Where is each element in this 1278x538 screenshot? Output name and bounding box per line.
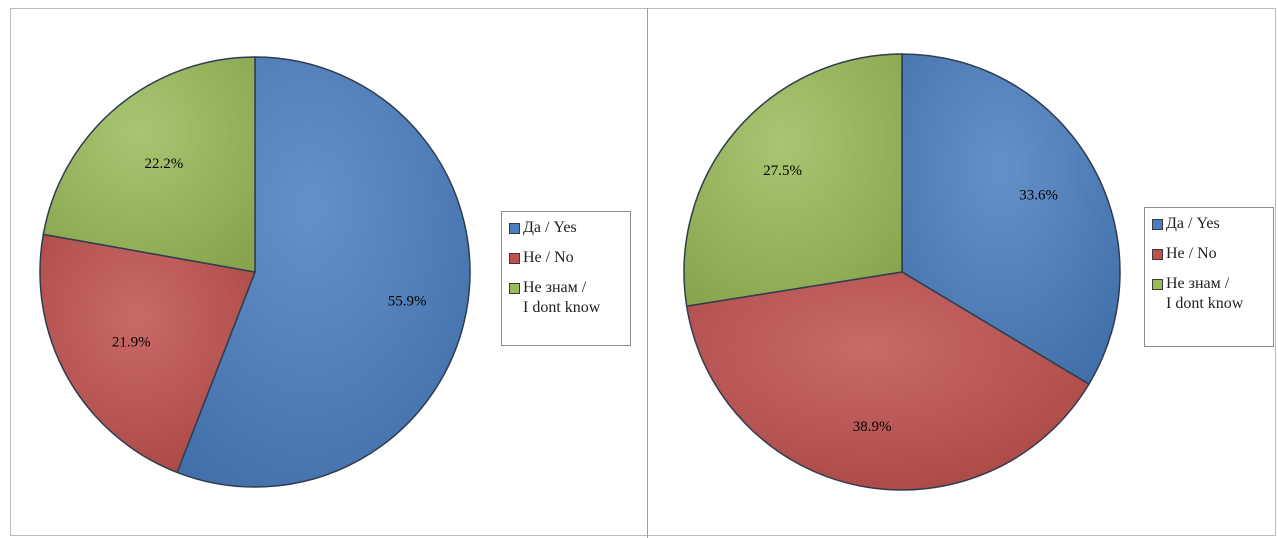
chart-divider [647,8,648,538]
legend-chart-2: Да / Yes Не / No Не знам / I dont know [1144,207,1274,347]
legend-item-dont-know: Не знам / I dont know [1152,274,1269,314]
pie-chart-1: 55.9% 21.9% 22.2% [39,56,471,488]
data-label-dont-know: 27.5% [763,163,802,179]
data-label-yes: 33.6% [1019,188,1058,204]
legend-label-no: Не / No [1166,245,1217,262]
legend-label-dont-know: Не знам / I dont know [523,279,601,316]
legend-label-yes: Да / Yes [523,219,577,236]
pie-slice-yes [901,53,1121,385]
legend-item-yes: Да / Yes [509,218,626,238]
data-label-no: 38.9% [853,419,892,435]
legend-swatch-dont-know [509,283,520,294]
legend-swatch-no [509,253,520,264]
legend-item-no: Не / No [1152,244,1269,264]
pie-chart-2: 33.6% 38.9% 27.5% [683,53,1121,491]
pie-slice-dont-know [42,56,256,273]
legend-label-dont-know: Не знам / I dont know [1166,275,1244,312]
legend-chart-1: Да / Yes Не / No Не знам / I dont know [501,211,631,346]
pie-slice-dont-know [683,53,903,307]
data-label-dont-know: 22.2% [145,156,184,172]
legend-swatch-yes [509,223,520,234]
pie-slice-yes [176,56,471,488]
legend-item-dont-know: Не знам / I dont know [509,278,626,318]
legend-item-no: Не / No [509,248,626,268]
data-label-no: 21.9% [112,335,151,351]
legend-item-yes: Да / Yes [1152,214,1269,234]
pie-slice-no [685,271,1090,491]
legend-swatch-no [1152,249,1163,260]
pie-slice-no [39,233,256,474]
legend-label-yes: Да / Yes [1166,215,1220,232]
data-label-yes: 55.9% [388,294,427,310]
legend-label-no: Не / No [523,249,574,266]
legend-swatch-dont-know [1152,279,1163,290]
legend-swatch-yes [1152,219,1163,230]
